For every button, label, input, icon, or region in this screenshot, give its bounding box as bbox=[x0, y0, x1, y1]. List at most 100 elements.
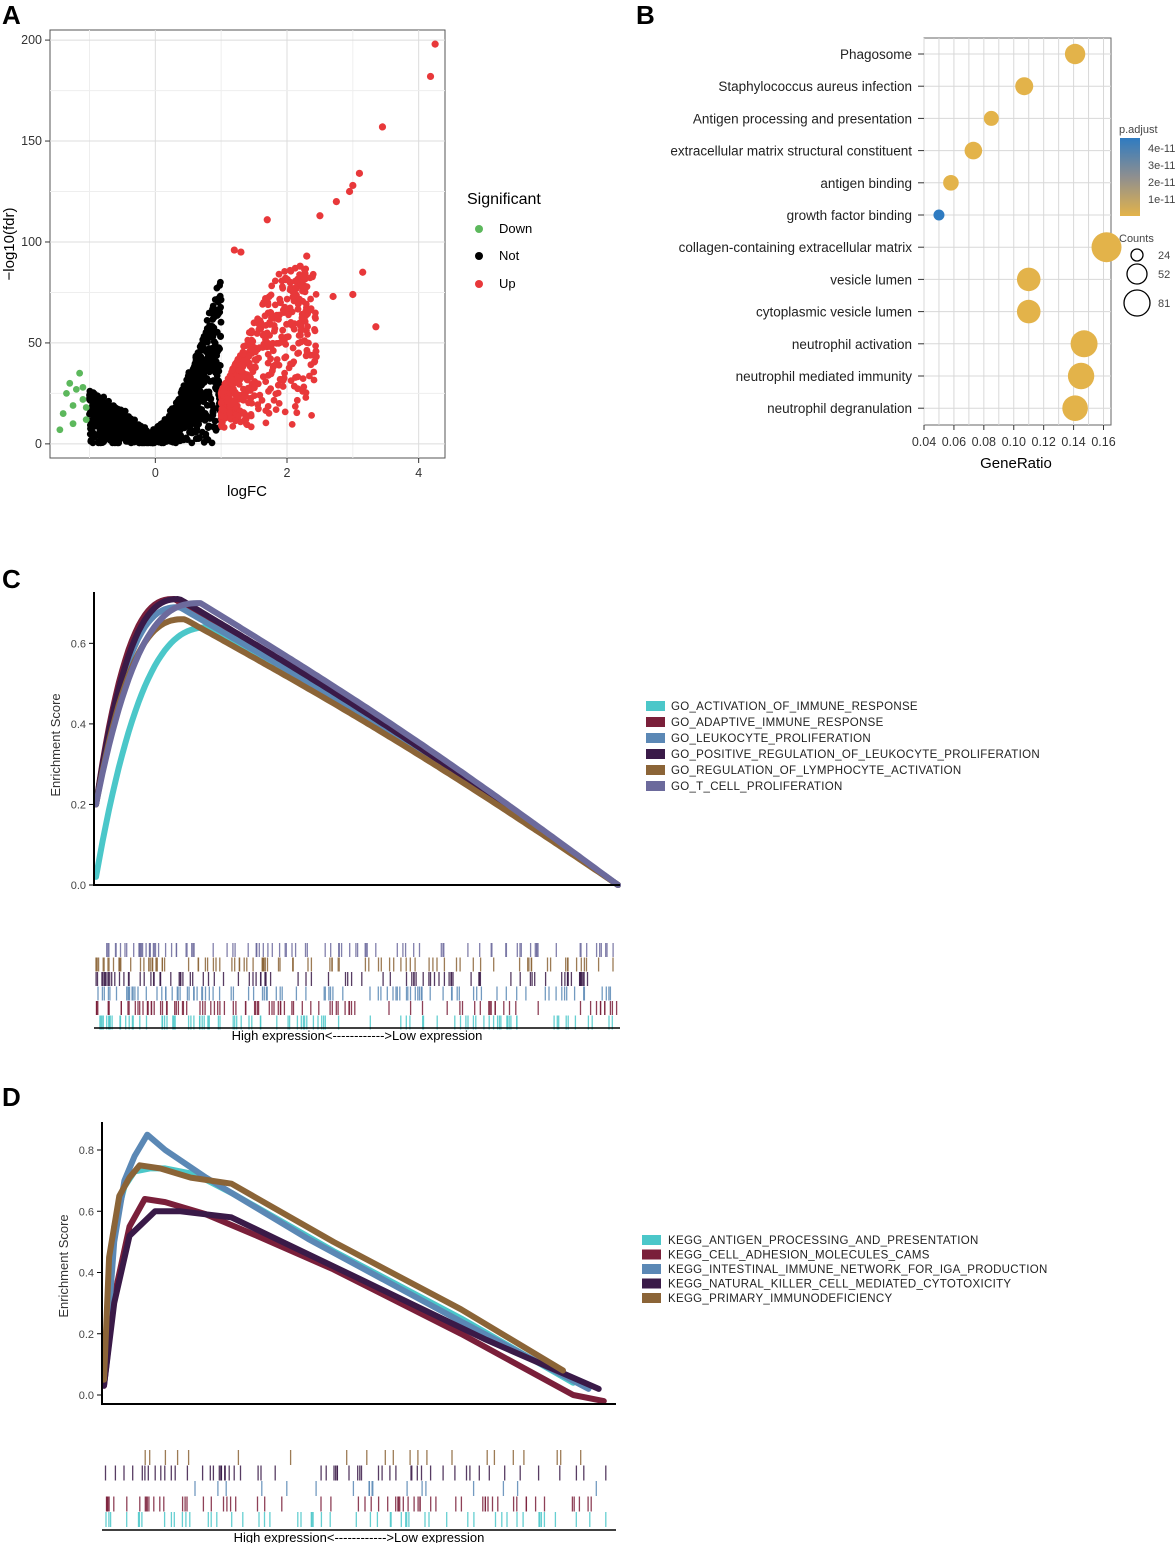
panel-label-a: A bbox=[2, 0, 21, 30]
gsea-go-plot: 0.0 0.2 0.4 0.6 Enrichment Score High expre… bbox=[48, 592, 1040, 1043]
gsea-go-legend-swatch bbox=[646, 765, 665, 775]
volcano-point-up bbox=[237, 367, 245, 375]
dotplot-x-tick-label: 0.08 bbox=[972, 435, 996, 449]
panel-label-d: D bbox=[2, 1082, 21, 1112]
gsea-kegg-curves bbox=[101, 1131, 607, 1405]
volcano-point-up bbox=[263, 216, 271, 224]
volcano-point-up bbox=[288, 421, 296, 428]
volcano-point-not bbox=[160, 425, 168, 433]
volcano-point-not bbox=[211, 368, 219, 376]
volcano-point-not bbox=[113, 438, 120, 445]
volcano-point-not bbox=[198, 380, 206, 388]
volcano-point-not bbox=[92, 416, 100, 424]
volcano-point-up bbox=[234, 355, 242, 363]
volcano-point-not bbox=[212, 342, 219, 350]
gsea-kegg-legend-label: KEGG_NATURAL_KILLER_CELL_MEDIATED_CYTOTO… bbox=[668, 1279, 1011, 1291]
volcano-point-up bbox=[256, 391, 264, 399]
volcano-point-up bbox=[299, 375, 307, 382]
volcano-point-not bbox=[203, 317, 211, 324]
volcano-point-up bbox=[302, 394, 310, 401]
volcano-point-not bbox=[177, 394, 185, 401]
volcano-point-not bbox=[171, 427, 179, 434]
dotplot-dot bbox=[1064, 43, 1086, 65]
gsea-go-y-tick-label: 0.2 bbox=[71, 799, 86, 811]
gsea-go-y-tick-label: 0.4 bbox=[71, 719, 86, 731]
volcano-points-down bbox=[56, 369, 90, 434]
volcano-point-up bbox=[247, 329, 255, 337]
volcano-point-up bbox=[349, 290, 357, 299]
dotplot-category-label: neutrophil degranulation bbox=[767, 401, 912, 416]
volcano-point-up bbox=[264, 359, 272, 367]
dotplot-dot bbox=[1067, 362, 1095, 390]
panel-label-b: B bbox=[636, 0, 655, 30]
volcano-point-not bbox=[162, 416, 169, 424]
volcano-point-up bbox=[264, 403, 272, 410]
volcano-point-not bbox=[195, 434, 203, 442]
volcano-point-up bbox=[303, 348, 311, 356]
volcano-point-up bbox=[286, 286, 294, 294]
gsea-kegg-legend-swatch bbox=[642, 1293, 661, 1303]
volcano-point-not bbox=[207, 362, 215, 370]
volcano-point-up bbox=[287, 319, 295, 326]
volcano-point-down bbox=[76, 369, 84, 377]
volcano-point-up bbox=[275, 400, 283, 407]
volcano-point-up bbox=[271, 277, 279, 285]
padj-label-2e11: 2e-11 bbox=[1148, 177, 1175, 189]
volcano-y-tick-label: 150 bbox=[21, 134, 42, 148]
gsea-go-curve bbox=[93, 624, 621, 888]
dotplot-category-label: vesicle lumen bbox=[830, 272, 912, 287]
counts-label-81: 81 bbox=[1158, 298, 1170, 310]
volcano-point-up bbox=[273, 356, 281, 363]
counts-legend-title: Counts bbox=[1119, 233, 1154, 245]
volcano-point-not bbox=[88, 428, 96, 436]
volcano-point-not bbox=[135, 439, 143, 447]
gsea-go-rank-label: High expression<------------>Low express… bbox=[232, 1028, 483, 1043]
volcano-point-up bbox=[279, 383, 287, 390]
volcano-point-up bbox=[294, 305, 302, 313]
gsea-kegg-legend-swatch bbox=[642, 1278, 661, 1289]
volcano-point-up bbox=[262, 295, 269, 302]
gsea-kegg-legend-label: KEGG_PRIMARY_IMMUNODEFICIENCY bbox=[668, 1293, 892, 1305]
volcano-point-up bbox=[286, 278, 294, 286]
volcano-point-up bbox=[266, 309, 275, 317]
volcano-point-up bbox=[355, 169, 364, 177]
gsea-go-curves bbox=[93, 596, 621, 888]
gsea-go-legend-swatch bbox=[646, 749, 665, 759]
volcano-point-up bbox=[243, 413, 250, 421]
volcano-point-not bbox=[206, 368, 213, 376]
gsea-kegg-legend-swatch bbox=[642, 1264, 661, 1274]
volcano-point-down bbox=[79, 396, 87, 403]
volcano-point-up bbox=[270, 362, 278, 370]
volcano-point-up bbox=[299, 272, 307, 280]
volcano-point-up bbox=[259, 344, 267, 351]
volcano-point-not bbox=[216, 292, 224, 300]
volcano-point-up bbox=[232, 417, 239, 425]
volcano-point-up bbox=[220, 424, 228, 431]
volcano-point-not bbox=[202, 330, 210, 338]
gsea-go-curve bbox=[93, 600, 621, 888]
gsea-kegg-curve bbox=[101, 1165, 577, 1386]
dotplot-dots bbox=[933, 43, 1122, 422]
dotplot-category-label: collagen-containing extracellular matrix bbox=[679, 240, 913, 255]
volcano-x-tick-label: 0 bbox=[152, 466, 159, 480]
volcano-point-up bbox=[268, 314, 275, 322]
gsea-go-legend-label: GO_T_CELL_PROLIFERATION bbox=[671, 781, 843, 793]
gsea-kegg-ticks: 0.0 0.2 0.4 0.6 0.8 bbox=[79, 1145, 102, 1402]
dotplot-category-label: Antigen processing and presentation bbox=[693, 111, 912, 126]
volcano-point-up bbox=[295, 332, 303, 339]
volcano-point-up bbox=[303, 252, 311, 260]
gsea-go-y-tick-label: 0.6 bbox=[71, 638, 86, 650]
gsea-kegg-legend-label: KEGG_INTESTINAL_IMMUNE_NETWORK_FOR_IGA_P… bbox=[668, 1264, 1048, 1276]
volcano-point-down bbox=[82, 416, 90, 424]
volcano-point-up bbox=[293, 409, 301, 417]
gsea-kegg-legend-swatch bbox=[642, 1249, 661, 1260]
volcano-ticks: 0 2 4 0 50 100 150 200 bbox=[21, 33, 422, 480]
volcano-x-tick-label: 4 bbox=[415, 466, 422, 480]
gsea-kegg-rank-label: High expression<------------>Low express… bbox=[234, 1530, 485, 1543]
volcano-point-up bbox=[239, 350, 247, 358]
volcano-point-up bbox=[312, 348, 320, 355]
volcano-plot: 0 2 4 0 50 100 150 200 logFC −log10(fdr) Signif… bbox=[1, 29, 541, 500]
volcano-point-not bbox=[98, 436, 106, 444]
volcano-point-down bbox=[69, 402, 77, 409]
